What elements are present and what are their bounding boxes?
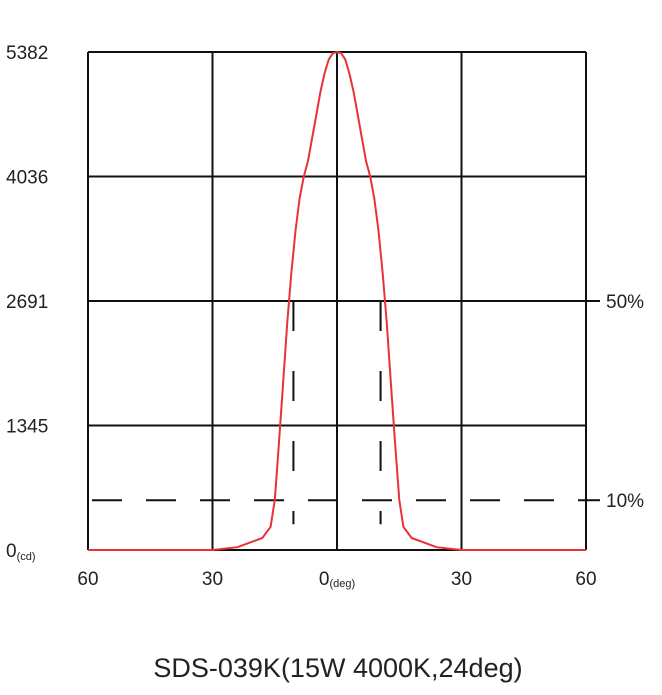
reference-line-labels: 50% 10%	[606, 292, 644, 512]
y-tick-label-1: 4036	[6, 168, 48, 189]
x-tick-labels: 60 30 0(deg) 30 60	[77, 569, 596, 590]
y-tick-label-3: 1345	[6, 417, 48, 438]
y-tick-label-2: 2691	[6, 292, 48, 313]
y-zero-unit: (cd)	[17, 551, 36, 563]
x-tick-label-3: 30	[451, 569, 472, 590]
x-tick-label-0: 60	[77, 569, 98, 590]
x-tick-label-4: 60	[575, 569, 596, 590]
reference-label-0: 50%	[606, 292, 644, 313]
reference-label-1: 10%	[606, 491, 644, 512]
intensity-curve	[88, 50, 586, 551]
y-tick-label-0: 5382	[6, 43, 48, 64]
chart-title: SDS-039K(15W 4000K,24deg)	[153, 653, 522, 683]
reference-lines	[92, 300, 600, 502]
x-zero-unit: (deg)	[329, 578, 355, 590]
x-tick-label-1: 30	[202, 569, 223, 590]
